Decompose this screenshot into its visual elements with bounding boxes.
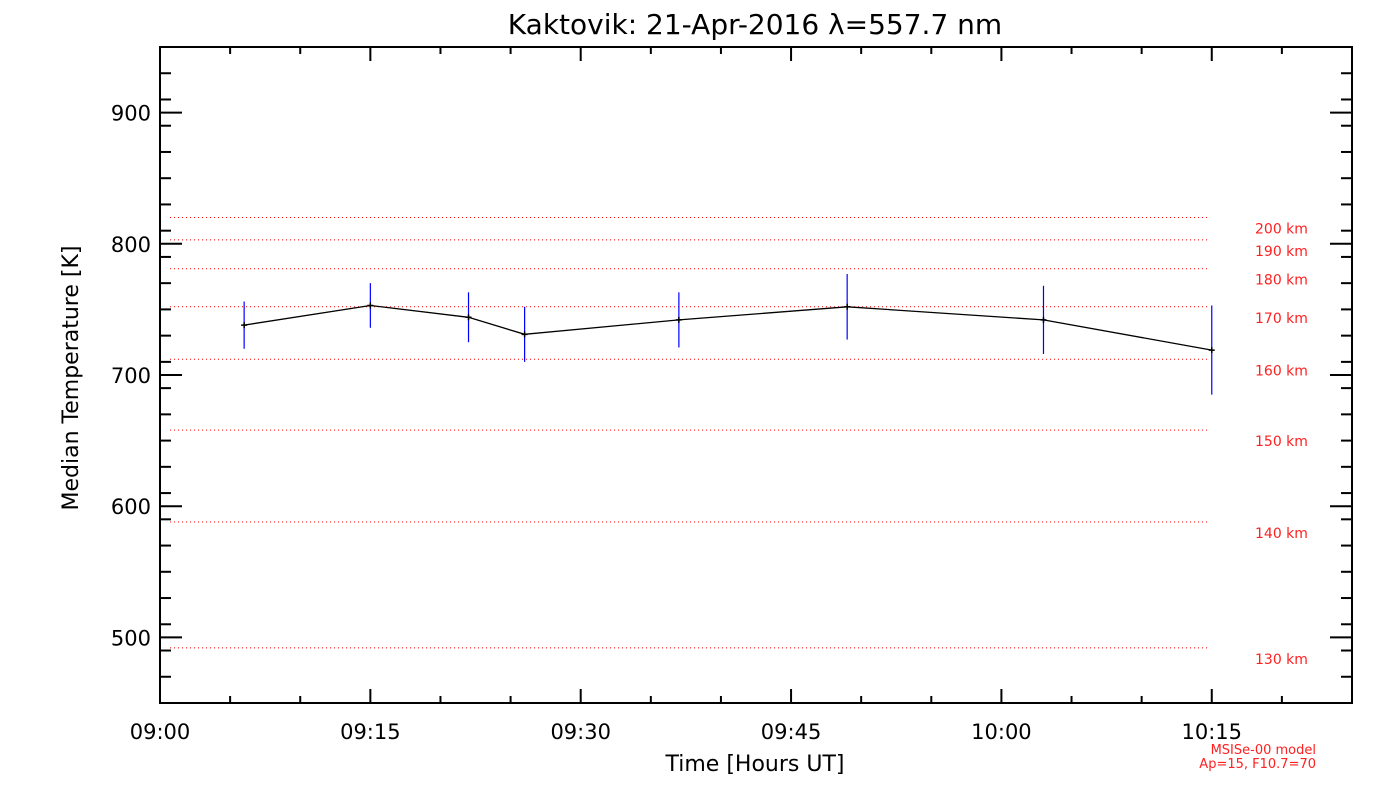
altitude-label-7: 130 km: [1255, 652, 1308, 668]
altitude-label-1: 190 km: [1255, 244, 1308, 260]
x-tick-label-3: 09:45: [761, 720, 822, 744]
altitude-label-0: 200 km: [1255, 222, 1308, 238]
y-tick-label-4: 900: [111, 102, 151, 126]
data-point: [465, 314, 472, 321]
plot-frame: [159, 46, 1353, 704]
x-axis-label: Time [Hours UT]: [665, 752, 845, 777]
y-tick-label-2: 700: [111, 364, 151, 388]
altitude-label-6: 140 km: [1255, 526, 1308, 542]
y-tick-label-0: 500: [111, 626, 151, 650]
axis-ticks: 09:00 09:15 09:30 09:45 10:00 10:15 500 600 700 8…: [111, 46, 1353, 744]
altitude-label-5: 150 km: [1255, 434, 1308, 450]
x-tick-label-0: 09:00: [130, 720, 191, 744]
altitude-label-2: 180 km: [1255, 273, 1308, 289]
data-point: [1208, 347, 1215, 354]
y-axis-label: Median Temperature [K]: [59, 246, 84, 511]
model-note: MSISe-00 model: [1211, 743, 1316, 758]
x-tick-label-4: 10:00: [971, 720, 1032, 744]
altitude-label-3: 170 km: [1255, 311, 1308, 327]
y-tick-label-3: 800: [111, 233, 151, 257]
data-point: [1040, 316, 1047, 323]
model-parameters-note: Ap=15, F10.7=70: [1199, 757, 1316, 772]
y-tick-label-1: 600: [111, 495, 151, 519]
x-tick-label-1: 09:15: [340, 720, 401, 744]
altitude-label-4: 160 km: [1255, 363, 1308, 379]
altitude-reference-lines: 200 km 190 km 180 km 170 km 160 km 150 km 140 …: [170, 217, 1308, 668]
data-point: [675, 316, 682, 323]
data-point: [521, 331, 528, 338]
chart-title: Kaktovik: 21-Apr-2016 λ=557.7 nm: [508, 8, 1002, 41]
data-point: [844, 303, 851, 310]
x-tick-label-5: 10:15: [1181, 720, 1242, 744]
series-line-0: [244, 304, 1212, 351]
data-point: [367, 302, 374, 309]
data-point: [241, 322, 248, 329]
x-tick-label-2: 09:30: [550, 720, 611, 744]
plot-border: [159, 46, 1353, 704]
data-series: [241, 273, 1215, 395]
